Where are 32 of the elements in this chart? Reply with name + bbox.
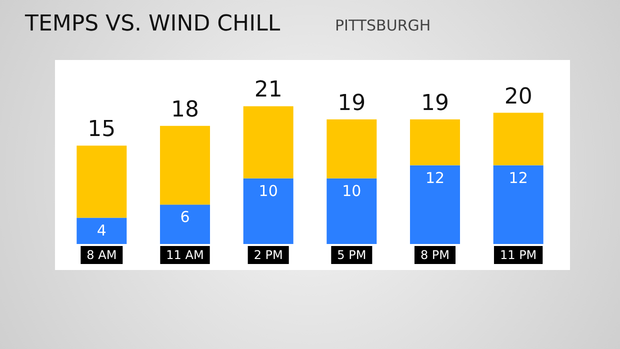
total-label: 15 — [88, 117, 116, 142]
chart-title: TEMPS VS. WIND CHILL — [24, 12, 281, 36]
x-tick-label: 5 PM — [337, 248, 366, 262]
bar — [326, 119, 377, 178]
total-label: 18 — [171, 97, 199, 122]
data-label: 10 — [258, 182, 278, 200]
x-tick-label: 8 PM — [420, 248, 450, 262]
x-tick-label: 11 AM — [166, 248, 204, 262]
x-tick-label: 8 AM — [86, 248, 117, 262]
bar — [160, 204, 210, 244]
bar — [160, 126, 210, 205]
data-label: 12 — [508, 168, 528, 187]
bar — [410, 165, 460, 244]
total-label: 21 — [254, 78, 282, 103]
data-label: 12 — [425, 168, 445, 187]
bar — [493, 112, 544, 166]
bar — [326, 178, 377, 244]
data-label: 6 — [180, 208, 190, 226]
total-label: 19 — [338, 90, 366, 116]
total-label: 20 — [504, 84, 532, 110]
bar — [493, 165, 544, 244]
bar — [76, 146, 127, 218]
x-tick-label: 11 PM — [500, 248, 537, 262]
bar — [410, 119, 460, 166]
total-label: 19 — [421, 90, 449, 116]
bar — [243, 178, 294, 244]
bar — [243, 106, 294, 178]
bar — [76, 218, 127, 244]
data-label: 10 — [342, 182, 362, 200]
x-tick-label: 2 PM — [254, 248, 283, 262]
chart-subtitle: PITTSBURGH — [335, 16, 431, 34]
data-label: 4 — [96, 221, 106, 240]
